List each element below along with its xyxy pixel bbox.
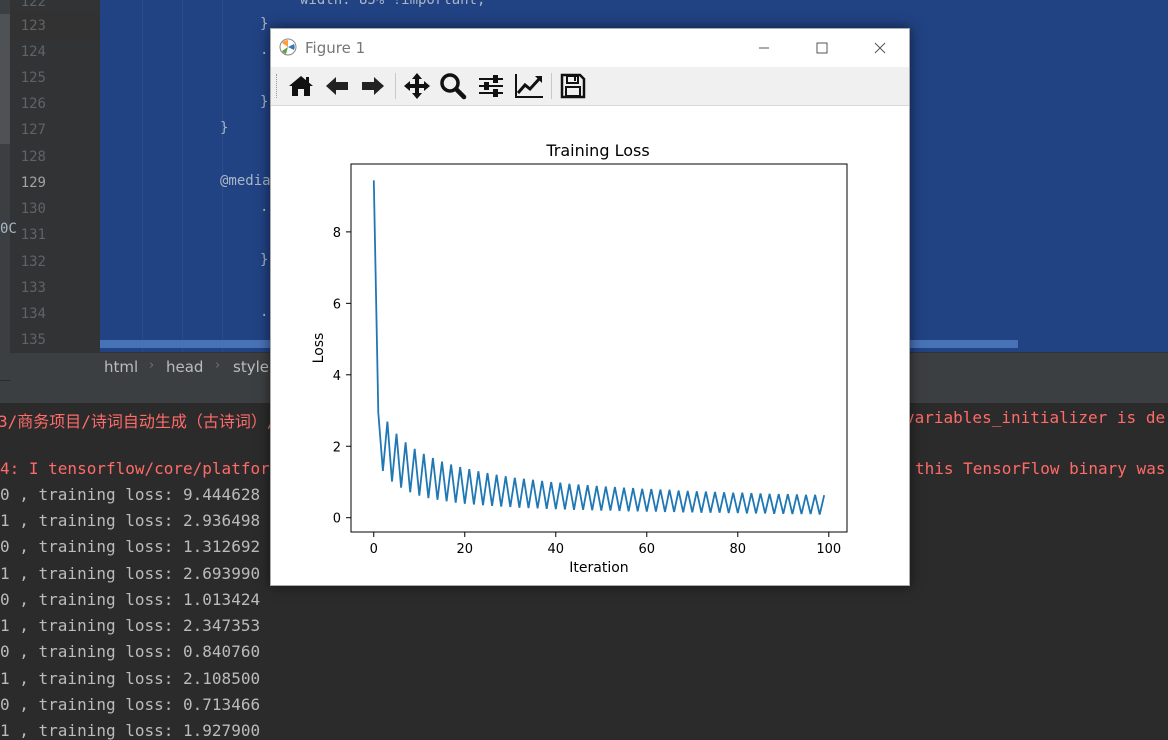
forward-arrow-icon [362,77,384,95]
scroll-thumb[interactable] [0,14,10,144]
console-output-line: 0 , training loss: 1.013424 [0,590,261,609]
x-tick-label: 60 [639,542,656,557]
console-output-line: 1 , training loss: 2.693990 [0,564,261,583]
y-tick-label: 8 [333,226,341,241]
minimize-icon [759,47,769,49]
x-tick-label: 100 [816,542,841,557]
editor-left-scrollbar[interactable] [0,0,10,380]
window-titlebar[interactable]: Figure 1 [271,29,909,67]
close-button[interactable] [851,29,909,67]
x-tick-label: 0 [370,542,378,557]
line-number: 131 [20,227,46,243]
console-error-line: variables_initializer is de [905,408,1166,427]
x-tick-label: 20 [456,542,473,557]
y-tick-label: 6 [333,297,341,312]
code-line[interactable]: . [260,199,269,215]
toolbar-separator [551,73,552,99]
back-arrow-icon [326,77,348,95]
line-number: 122 [20,0,46,10]
line-number-current: 129 [20,175,46,191]
line-number-gutter: 122 123 124 125 126 127 128 129 130 131 … [0,0,100,352]
line-number: 123 [20,18,46,34]
current-line-highlight [10,11,100,41]
console-output-line: 0 , training loss: 0.840760 [0,642,261,661]
back-button[interactable] [321,70,353,102]
line-number: 128 [20,149,46,165]
y-tick-label: 2 [333,440,341,455]
y-axis-label: Loss [311,333,327,364]
save-floppy-icon [560,73,586,99]
console-error-line: 4: I tensorflow/core/platfor [0,459,270,478]
code-line[interactable]: . [260,42,269,58]
code-line[interactable]: } [220,120,229,136]
code-line[interactable]: } [260,16,269,32]
line-number: 127 [20,122,46,138]
indent-guide [222,0,223,352]
line-number: 124 [20,44,46,60]
console-output-line: 0 , training loss: 9.444628 [0,485,261,504]
code-line[interactable]: . [260,304,269,320]
line-number: 126 [20,96,46,112]
line-number: 135 [20,332,46,348]
breadcrumb-item-html[interactable]: html [104,358,139,376]
x-tick-label: 40 [547,542,564,557]
code-line[interactable]: @media [220,173,271,189]
figure-window[interactable]: Figure 1 [270,28,910,586]
home-button[interactable] [285,70,317,102]
plot-canvas[interactable]: Training Loss 0 20 40 60 80 100 0 2 4 6 8 Iteratio… [271,106,909,585]
y-tick-label: 4 [333,369,341,384]
x-axis-label: Iteration [569,560,628,576]
zoom-magnifier-icon [440,73,467,100]
toolbar-separator [395,73,396,99]
breadcrumb-item-style[interactable]: style [233,358,269,376]
run-console[interactable]: 3/商务项目/诗词自动生成（古诗词）/ variables_initialize… [0,381,1168,740]
indent-guide [182,0,183,352]
line-number: 133 [20,280,46,296]
matplotlib-app-icon [279,38,297,56]
console-output-line: 0 , training loss: 0.713466 [0,695,261,714]
y-tick-label: 0 [333,512,341,527]
loss-series-line [372,180,826,515]
line-number: 132 [20,254,46,270]
close-icon [874,42,886,54]
code-line[interactable]: } [260,94,269,110]
home-icon [289,76,313,96]
console-output-line: 1 , training loss: 2.108500 [0,669,261,688]
maximize-icon [816,42,828,54]
window-title: Figure 1 [305,39,366,57]
line-number: 134 [20,306,46,322]
code-line[interactable]: width: 85% !important; [300,0,486,8]
console-output-line: 0 , training loss: 1.312692 [0,537,261,556]
training-loss-chart[interactable]: Training Loss 0 20 40 60 80 100 0 2 4 6 8 Iteratio… [271,106,909,585]
console-error-line: this TensorFlow binary was [915,459,1166,478]
zoom-button[interactable] [437,70,469,102]
x-tick-label: 80 [730,542,747,557]
console-output-line: 1 , training loss: 1.927900 [0,721,261,740]
configure-subplots-icon [479,75,503,97]
console-output-line: 1 , training loss: 2.936498 [0,511,261,530]
maximize-button[interactable] [793,29,851,67]
code-line[interactable]: } [260,252,269,268]
chevron-right-icon: › [149,358,155,373]
chart-title: Training Loss [545,141,649,160]
save-button[interactable] [557,70,589,102]
minimize-button[interactable] [735,29,793,67]
toolbar-grip[interactable] [276,74,280,98]
line-number: 130 [20,201,46,217]
clipped-text: 0C [0,221,17,237]
console-error-line: 3/商务项目/诗词自动生成（古诗词）/ [0,412,277,431]
chevron-right-icon: › [215,358,221,373]
line-number: 125 [20,70,46,86]
axes-frame [350,163,848,533]
console-output-line: 1 , training loss: 2.347353 [0,616,261,635]
pan-move-icon [404,73,430,99]
edit-axis-button[interactable] [513,70,545,102]
forward-button[interactable] [357,70,389,102]
edit-axis-icon [515,74,543,98]
pan-button[interactable] [401,70,433,102]
breadcrumb-item-head[interactable]: head [166,358,204,376]
indent-guide [142,0,143,352]
configure-subplots-button[interactable] [475,70,507,102]
navigation-toolbar [271,67,909,106]
